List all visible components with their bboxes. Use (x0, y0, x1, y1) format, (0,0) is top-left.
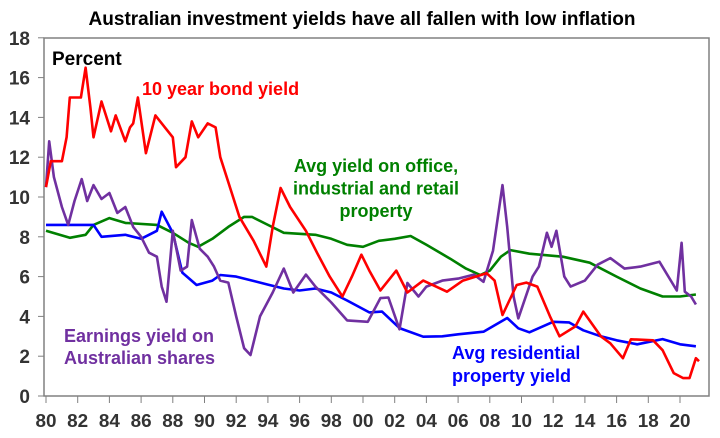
x-tick-label: 88 (162, 411, 183, 431)
x-tick-label: 80 (36, 411, 57, 431)
x-tick-label: 92 (226, 411, 247, 431)
x-tick-label: 98 (321, 411, 342, 431)
series-label: property (339, 201, 412, 221)
x-tick-label: 82 (67, 411, 88, 431)
series-label: Avg yield on office, (294, 156, 458, 176)
y-tick-label: 8 (19, 228, 30, 249)
x-tick-label: 00 (353, 411, 374, 431)
y-tick-label: 14 (9, 108, 31, 129)
x-tick-label: 94 (257, 411, 278, 431)
y-tick-label: 6 (19, 268, 30, 289)
series-label: Earnings yield on (64, 326, 214, 346)
y-tick-label: 2 (19, 347, 30, 368)
y-axis: 0 2 4 6 8 10 12 14 16 18 (9, 29, 44, 408)
y-axis-label: Percent (52, 49, 122, 70)
y-tick-label: 16 (9, 69, 30, 90)
x-axis: 80 82 84 86 88 90 92 94 96 98 00 02 04 06 08 10 12 14 16 18… (36, 396, 691, 431)
chart-title: Australian investment yields have all fa… (89, 9, 636, 30)
x-tick-label: 86 (131, 411, 152, 431)
x-tick-label: 06 (448, 411, 469, 431)
y-tick-label: 10 (9, 188, 30, 209)
y-tick-label: 12 (9, 148, 30, 169)
x-tick-label: 12 (543, 411, 564, 431)
series-line-2 (46, 210, 697, 348)
series-label: industrial and retail (293, 179, 459, 199)
x-tick-label: 10 (511, 411, 532, 431)
series-label: Avg residential (452, 343, 580, 363)
x-tick-label: 02 (384, 411, 405, 431)
x-tick-label: 04 (416, 411, 437, 431)
series-label: 10 year bond yield (142, 79, 299, 99)
x-tick-label: 14 (574, 411, 595, 431)
plot-area (43, 37, 710, 397)
y-tick-label: 0 (19, 387, 30, 408)
series-line-3 (44, 140, 698, 357)
x-tick-label: 08 (479, 411, 500, 431)
series-line-0 (44, 66, 700, 380)
x-tick-label: 96 (289, 411, 310, 431)
series-lines (44, 66, 700, 380)
x-tick-label: 18 (638, 411, 659, 431)
series-label: property yield (452, 366, 571, 386)
y-tick-label: 4 (19, 307, 30, 328)
x-tick-label: 16 (606, 411, 627, 431)
series-line-1 (45, 215, 697, 298)
y-tick-label: 18 (9, 29, 30, 50)
x-tick-label: 90 (194, 411, 215, 431)
series-labels: 10 year bond yield Avg yield on office, in… (64, 79, 580, 386)
series-label: Australian shares (64, 348, 215, 368)
x-tick-label: 84 (99, 411, 120, 431)
x-tick-label: 20 (670, 411, 691, 431)
